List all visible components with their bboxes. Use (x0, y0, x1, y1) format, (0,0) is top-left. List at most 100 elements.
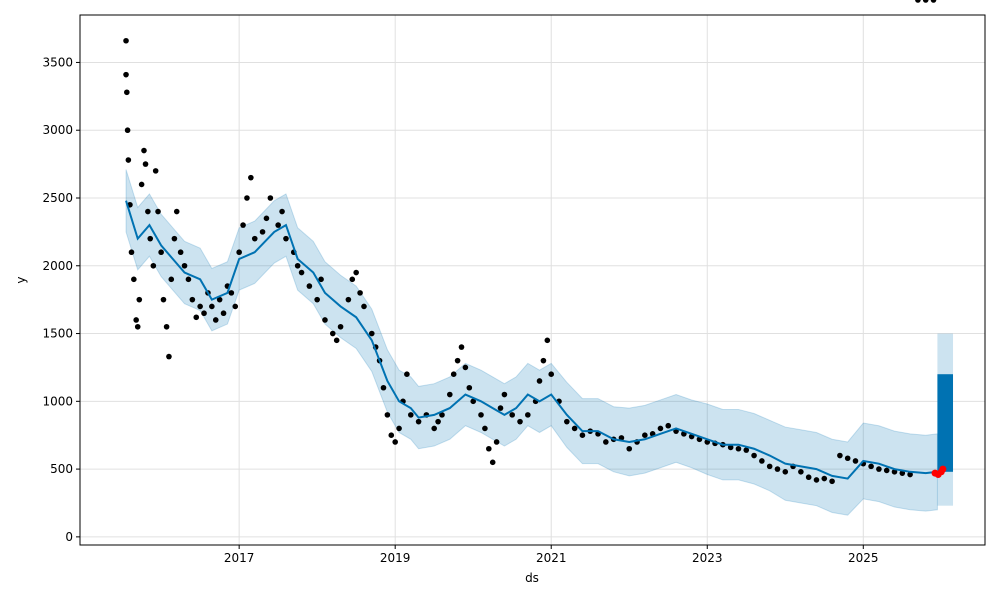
observed-point (821, 475, 828, 482)
observed-point (163, 323, 170, 330)
observed-point (368, 330, 375, 337)
observed-point (201, 310, 207, 317)
observed-point (357, 290, 363, 296)
observed-point (813, 477, 820, 483)
observed-point (486, 445, 492, 452)
observed-point (466, 384, 473, 391)
observed-point (283, 235, 289, 242)
observed-point (322, 317, 328, 323)
observed-point (123, 37, 129, 44)
observed-point (298, 269, 305, 276)
observed-point (171, 235, 178, 242)
observed-point (844, 455, 851, 462)
observed-point (349, 276, 356, 283)
observed-point (899, 470, 906, 476)
observed-point (837, 452, 843, 459)
observed-point (435, 418, 441, 425)
uncertainty-area (125, 169, 938, 516)
observed-point (774, 466, 781, 472)
plot-frame (79, 14, 986, 546)
observed-point (415, 418, 422, 425)
future-yhat-block (937, 374, 954, 472)
observed-point (333, 337, 340, 344)
observed-point (735, 445, 742, 452)
x-tick-label: 2021 (536, 551, 567, 565)
observed-point (337, 323, 344, 330)
observed-point (263, 215, 270, 222)
observed-point (275, 222, 281, 228)
observed-point (497, 405, 504, 411)
observed-point (462, 364, 469, 371)
observed-point (907, 471, 913, 478)
future-forecast (937, 374, 954, 472)
observed-point (883, 467, 890, 474)
observed-point (158, 249, 164, 256)
observed-point (454, 357, 461, 364)
yhat-line (125, 200, 938, 480)
observed-point (353, 269, 359, 276)
observed-point (123, 71, 129, 78)
observed-point (244, 195, 250, 201)
y-tick-label: 0 (65, 530, 73, 544)
observed-point (915, 0, 921, 3)
observed-point (470, 398, 477, 405)
highlight-points (931, 465, 947, 479)
observed-point (384, 412, 391, 418)
observed-point (509, 412, 516, 418)
observed-point (147, 235, 154, 242)
observed-point (439, 412, 445, 418)
x-tick-label: 2017 (224, 551, 255, 565)
observed-point (124, 127, 131, 134)
observed-point (189, 296, 196, 303)
observed-point (216, 296, 223, 303)
y-tick-label: 500 (50, 462, 73, 476)
observed-point (540, 357, 547, 364)
observed-point (145, 208, 151, 215)
observed-point (133, 317, 139, 323)
observed-point (489, 459, 496, 466)
observed-point (251, 235, 258, 242)
observed-point (618, 435, 625, 441)
observed-point (267, 195, 274, 201)
observed-point (922, 0, 929, 3)
observed-point (852, 458, 859, 464)
observed-point (125, 157, 132, 163)
observed-point (536, 378, 543, 384)
observed-point (766, 463, 773, 470)
observed-point (150, 262, 157, 269)
observed-point (525, 412, 531, 418)
observed-point (564, 418, 570, 425)
y-ticks: 0 500 1000 1500 2000 2500 3000 3500 (42, 55, 80, 544)
observed-point (829, 478, 835, 485)
y-tick-label: 3500 (42, 55, 73, 69)
observed-point (751, 452, 757, 459)
observed-point (798, 469, 804, 475)
observed-point (759, 458, 765, 464)
observed-point (131, 276, 137, 283)
observed-point (236, 249, 242, 256)
observed-point (124, 89, 130, 96)
observed-point (155, 208, 161, 215)
observed-point (314, 296, 320, 303)
observed-point (181, 262, 188, 269)
observed-point (279, 208, 285, 215)
observed-point (727, 444, 734, 451)
observed-point (152, 168, 159, 174)
observed-point (891, 469, 898, 475)
observed-point (876, 466, 882, 472)
x-ticks: 2017 2019 2021 2023 2025 (224, 545, 879, 565)
y-tick-label: 2500 (42, 191, 73, 205)
observed-point (160, 296, 167, 303)
observed-point (805, 474, 812, 481)
observed-point (544, 337, 551, 344)
y-tick-label: 1500 (42, 327, 73, 341)
observed-point (193, 314, 200, 321)
observed-point (431, 425, 437, 432)
observed-point (209, 303, 215, 310)
uncertainty-band (125, 169, 954, 516)
observed-point (228, 290, 235, 296)
observed-point (345, 296, 352, 303)
observed-point (392, 439, 398, 445)
observed-point (294, 262, 301, 269)
